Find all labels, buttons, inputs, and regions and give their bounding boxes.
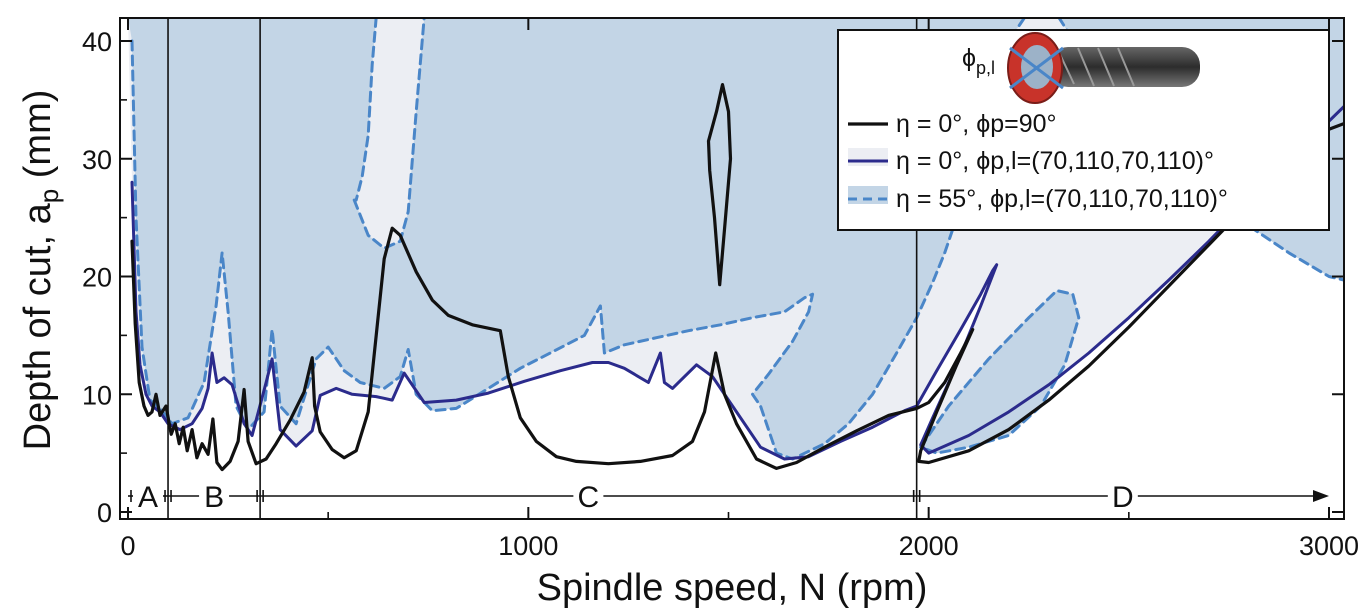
- region-annotations: A B C D: [128, 481, 1329, 514]
- legend-swatch: [848, 148, 888, 166]
- region-label-B: B: [204, 481, 224, 514]
- region-label-C: C: [578, 481, 600, 514]
- x-tick-label: 0: [120, 531, 135, 561]
- legend-items: η = 0°, ϕp=90° η = 0°, ϕp,l=(70,110,70,11…: [848, 110, 1228, 213]
- legend-swatch: [848, 186, 888, 204]
- series-line-6: [919, 289, 1081, 455]
- eta55-upper-lobe-fill: [354, 18, 425, 249]
- region-label-A: A: [138, 481, 158, 514]
- y-axis-title: Depth of cut, ap (mm): [17, 90, 64, 451]
- plot-frame: [119, 17, 1345, 520]
- x-tick-label: 3000: [1299, 531, 1359, 561]
- region-label-D: D: [1112, 481, 1134, 514]
- series-line-0: [130, 121, 1344, 472]
- x-axis-ticks: 0 1000 2000 3000: [120, 18, 1359, 561]
- y-axis-title-gap: [17, 178, 59, 189]
- series-line-2: [130, 18, 1027, 461]
- legend-label: η = 0°, ϕp=90°: [896, 110, 1057, 138]
- y-axis-title-main: Depth of cut, a: [17, 202, 59, 450]
- end-mill-icon: [1007, 32, 1200, 104]
- x-tick-label: 1000: [498, 531, 558, 561]
- x-tick-label: 2000: [899, 531, 959, 561]
- y-tick-label: 30: [82, 145, 112, 175]
- y-tick-label: 10: [82, 380, 112, 410]
- y-tick-label: 0: [97, 498, 112, 528]
- legend-label: η = 55°, ϕp,l=(70,110,70,110)°: [896, 185, 1228, 213]
- x-axis-title: Spindle speed, N (rpm): [537, 567, 928, 609]
- y-axis-title-sub: p: [34, 189, 64, 203]
- y-tick-label: 20: [82, 263, 112, 293]
- series-line-4: [352, 18, 426, 250]
- y-tick-label: 40: [82, 27, 112, 57]
- region-arrowhead: [1313, 490, 1329, 502]
- legend-label: η = 0°, ϕp,l=(70,110,70,110)°: [896, 147, 1214, 175]
- eta55-d-loop-fill: [920, 290, 1079, 454]
- y-axis-ticks: 0 10 20 30 40: [82, 27, 1344, 528]
- series-line-7: [706, 83, 733, 287]
- eta55-stable-fill: [128, 18, 1025, 459]
- series-line-5: [354, 18, 378, 202]
- y-axis-title-unit: (mm): [17, 90, 59, 179]
- legend: ϕp,l η = 0°, ϕp=90°η = 0°, ϕp,l=(70,110,…: [837, 29, 1330, 231]
